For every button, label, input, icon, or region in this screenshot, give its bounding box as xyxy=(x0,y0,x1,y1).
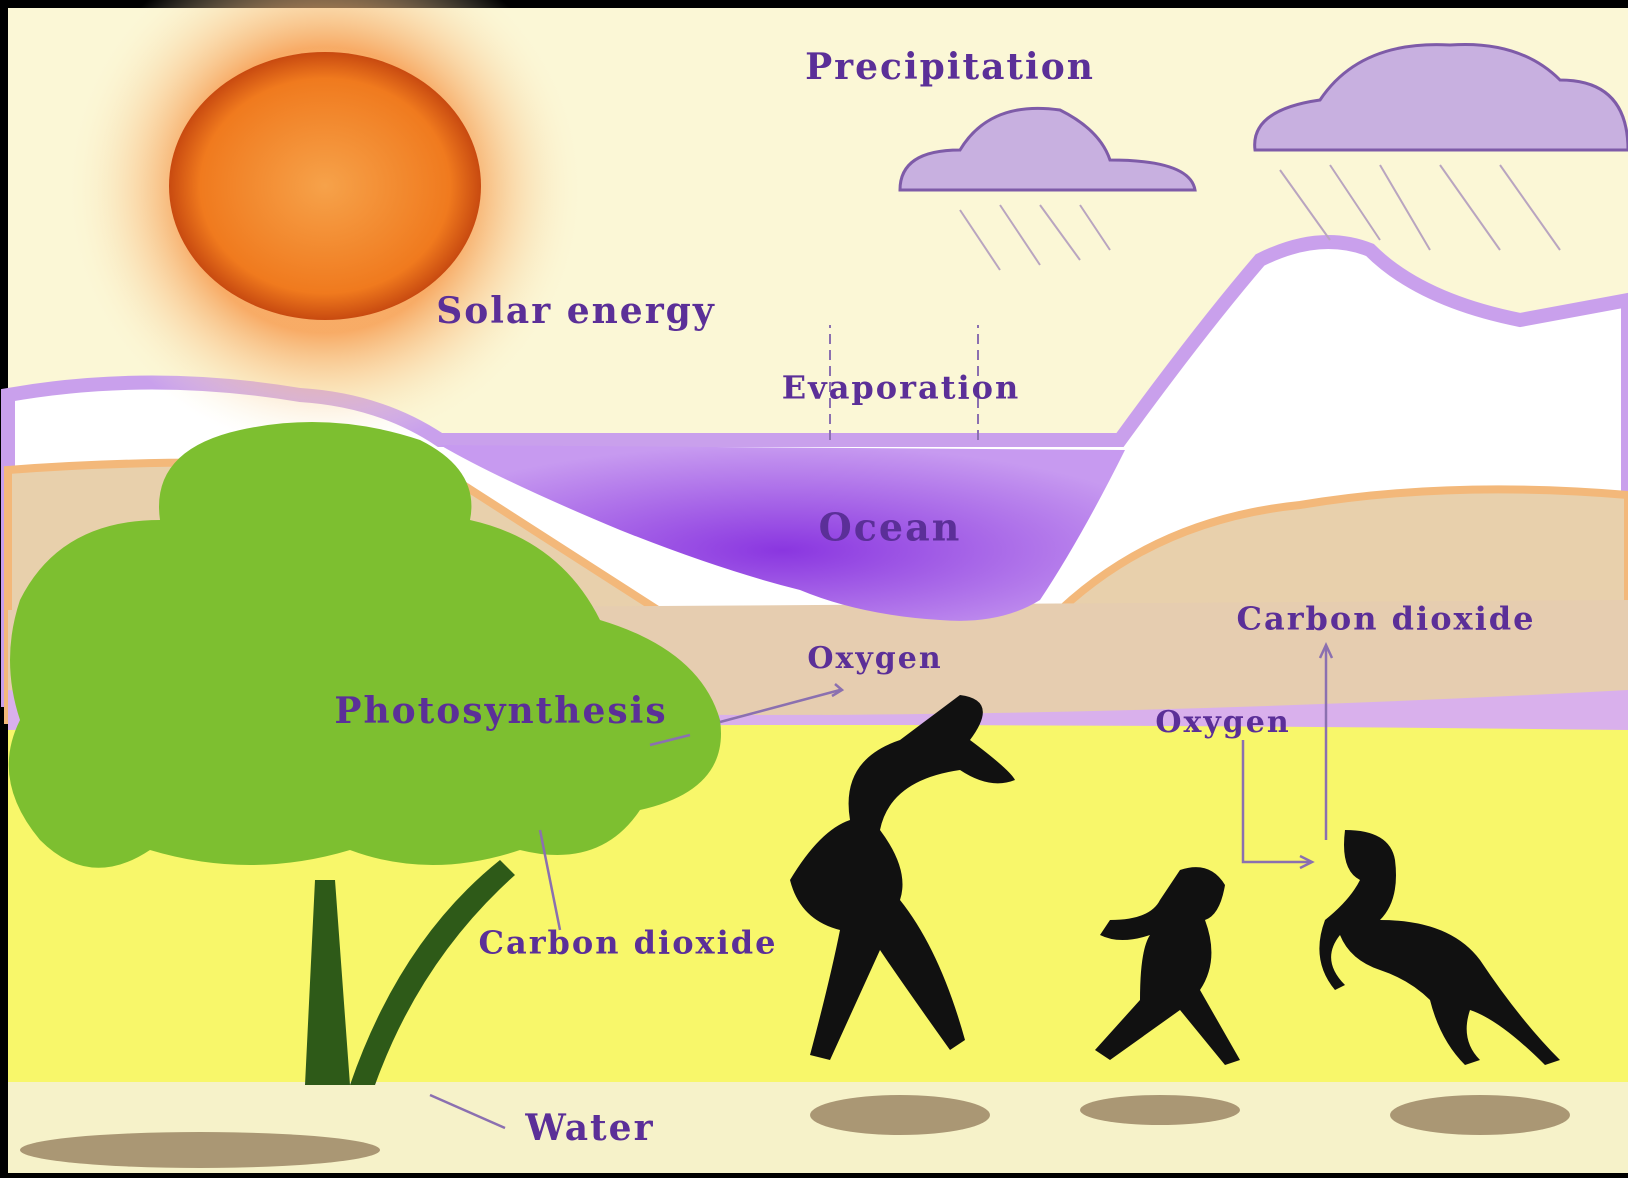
label: Carbon dioxide xyxy=(478,924,777,962)
diagram: Precipitation Solar energy Evaporation O… xyxy=(0,0,1628,1178)
label: Ocean xyxy=(819,505,962,550)
label: Oxygen xyxy=(807,641,942,676)
label: Solar energy xyxy=(436,290,716,332)
label: Precipitation xyxy=(805,46,1095,88)
label: Evaporation xyxy=(782,369,1021,407)
label: Photosynthesis xyxy=(334,690,667,732)
label: Water xyxy=(524,1107,654,1149)
label: Carbon dioxide xyxy=(1236,600,1535,638)
label: Oxygen xyxy=(1155,705,1290,740)
page: Precipitation Solar energy Evaporation O… xyxy=(0,0,1628,1178)
sun xyxy=(169,52,481,320)
